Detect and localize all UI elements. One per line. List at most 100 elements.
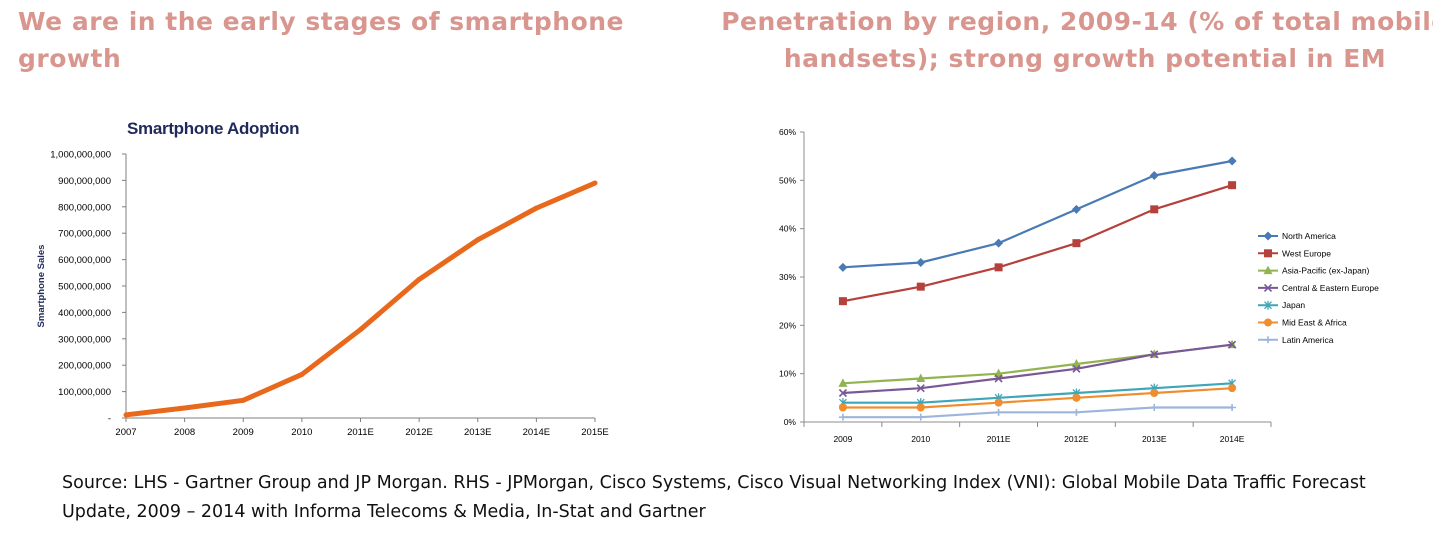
series-line-smartphone-sales — [125, 180, 596, 418]
x-tick-label: 2012E — [405, 427, 432, 438]
data-point-central-eastern-europe — [1072, 364, 1081, 373]
data-point-central-eastern-europe — [916, 384, 925, 393]
legend-label: North America — [1282, 231, 1336, 241]
data-point-north-america — [916, 258, 926, 267]
y-tick-label: 30% — [779, 272, 796, 282]
series-line-west-europe — [842, 184, 1233, 303]
data-point-asia-pacific-ex-japan — [916, 373, 926, 382]
x-tick-label: 2008 — [174, 427, 195, 438]
series-line-japan — [842, 382, 1233, 404]
data-point-west-europe — [994, 263, 1003, 272]
legend-label: Japan — [1282, 300, 1305, 310]
y-tick-label: 600,000,000 — [58, 255, 111, 266]
data-point-north-america — [1227, 156, 1237, 166]
chart-title: Smartphone Adoption — [127, 119, 299, 138]
y-tick-label: 500,000,000 — [58, 282, 111, 293]
data-point-west-europe — [916, 282, 925, 291]
data-point-mid-east-africa — [1072, 393, 1081, 402]
data-point — [358, 327, 363, 333]
y-tick-label: 20% — [779, 320, 796, 330]
data-point-mid-east-africa — [838, 403, 847, 412]
y-tick-label: 700,000,000 — [58, 229, 111, 240]
left-heading: We are in the early stages of smartphone… — [18, 7, 624, 73]
y-tick-label: 800,000,000 — [58, 202, 111, 213]
y-tick-label: - — [108, 414, 111, 425]
y-tick-label: 400,000,000 — [58, 308, 111, 319]
data-point-latin-america — [994, 408, 1003, 416]
series-line-central-eastern-europe — [842, 343, 1233, 395]
y-axis-label: Smartphone Sales — [36, 245, 47, 328]
x-tick-label: 2011E — [987, 434, 1011, 444]
data-point-mid-east-africa — [916, 403, 925, 412]
data-point — [416, 276, 422, 282]
data-point-latin-america — [1072, 408, 1081, 416]
data-point-latin-america — [1228, 404, 1237, 411]
data-point — [123, 412, 129, 418]
data-point-north-america — [1149, 171, 1159, 180]
data-point-mid-east-africa — [994, 398, 1003, 407]
legend-marker-west-europe — [1264, 249, 1272, 258]
legend-label: Central & Eastern Europe — [1282, 283, 1379, 293]
data-point — [182, 405, 188, 411]
x-tick-label: 2009 — [233, 427, 254, 438]
y-tick-label: 40% — [779, 224, 796, 234]
series-line-north-america — [842, 159, 1233, 269]
legend-label: West Europe — [1282, 248, 1331, 258]
data-point-latin-america — [1150, 404, 1159, 411]
data-point — [475, 237, 481, 243]
series-line-asia-pacific-ex-japan — [842, 343, 1233, 385]
data-point-north-america — [838, 262, 848, 272]
x-tick-label: 2015E — [581, 427, 608, 438]
y-tick-label: 10% — [779, 369, 796, 379]
y-tick-label: 900,000,000 — [58, 176, 111, 187]
x-tick-label: 2009 — [833, 434, 852, 444]
x-tick-label: 2010 — [911, 434, 930, 444]
legend-marker-asia-pacific-ex-japan — [1263, 265, 1273, 275]
x-tick-label: 2013E — [1142, 434, 1167, 444]
series-line-latin-america — [842, 406, 1233, 419]
y-tick-label: 60% — [779, 127, 796, 137]
data-point-central-eastern-europe — [838, 388, 847, 398]
smartphone-adoption-chart: Smartphone Adoption Smartphone Sales - 100,… — [36, 119, 609, 438]
source-note: Source: LHS - Gartner Group and JP Morga… — [62, 473, 1366, 522]
data-point-mid-east-africa — [1228, 384, 1237, 393]
data-point-west-europe — [838, 297, 847, 306]
y-tick-label: 300,000,000 — [58, 334, 111, 345]
legend-marker-central-eastern-europe — [1263, 283, 1273, 292]
x-tick-label: 2007 — [115, 427, 136, 438]
data-point-west-europe — [1228, 181, 1237, 190]
data-point-asia-pacific-ex-japan — [1071, 359, 1081, 368]
x-tick-label: 2014E — [1220, 434, 1245, 444]
data-point-central-eastern-europe — [1228, 340, 1237, 349]
right-heading: Penetration by region, 2009-14 (% of tot… — [721, 7, 1433, 73]
data-point — [240, 397, 246, 403]
y-tick-label: 100,000,000 — [58, 387, 111, 398]
x-tick-label: 2011E — [347, 427, 374, 438]
data-point-asia-pacific-ex-japan — [994, 368, 1004, 378]
data-point-mid-east-africa — [1150, 389, 1159, 397]
legend-label: Asia-Pacific (ex-Japan) — [1282, 266, 1370, 276]
y-tick-label: 200,000,000 — [58, 361, 111, 372]
data-point — [299, 371, 305, 377]
y-tick-label: 0% — [784, 417, 797, 427]
data-point — [533, 205, 539, 211]
data-point-west-europe — [1072, 239, 1081, 248]
data-point-central-eastern-europe — [994, 374, 1003, 383]
x-tick-label: 2010 — [291, 427, 312, 438]
legend-label: Latin America — [1282, 335, 1334, 345]
data-point-north-america — [1071, 204, 1081, 214]
data-point-latin-america — [916, 413, 925, 421]
chart-legend: North America West Europe Asia-Pacific (ex… — [1258, 231, 1379, 345]
y-tick-label: 50% — [779, 175, 796, 185]
legend-marker-japan — [1264, 300, 1272, 310]
data-point-west-europe — [1150, 205, 1159, 214]
y-tick-label: 1,000,000,000 — [50, 150, 111, 161]
x-tick-label: 2014E — [523, 427, 550, 438]
x-tick-label: 2013E — [464, 427, 491, 438]
data-point-latin-america — [838, 413, 847, 421]
legend-marker-latin-america — [1264, 336, 1272, 344]
x-tick-label: 2012E — [1064, 434, 1089, 444]
legend-marker-north-america — [1263, 231, 1273, 241]
data-point-central-eastern-europe — [1150, 350, 1159, 359]
data-point — [592, 180, 598, 186]
